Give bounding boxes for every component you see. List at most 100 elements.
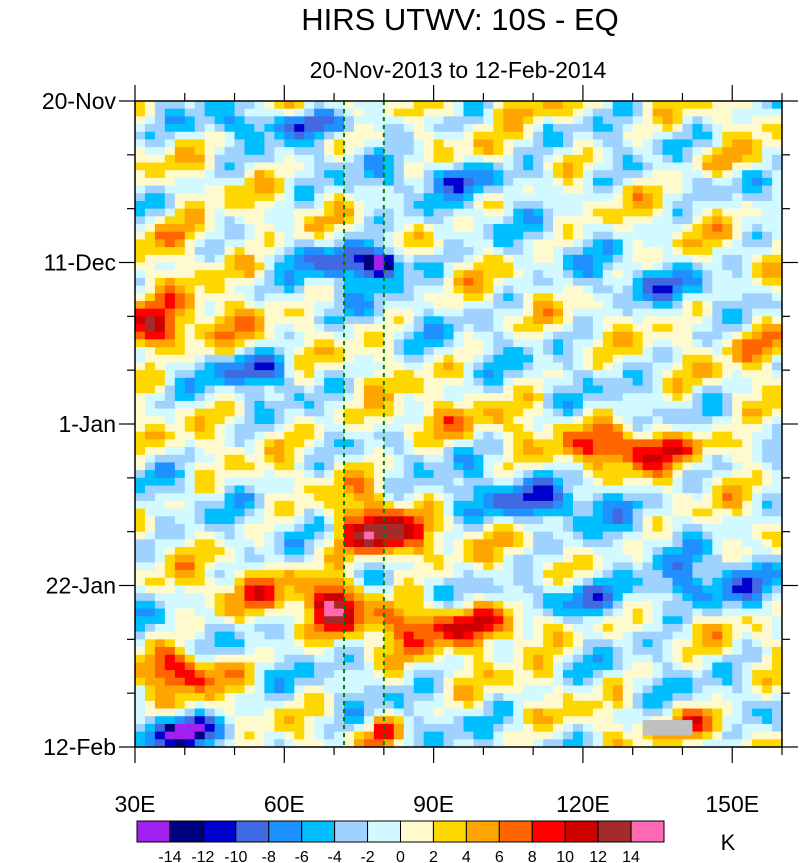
heatmap-cell xyxy=(702,254,713,264)
heatmap-cell xyxy=(602,139,614,148)
heatmap-cell xyxy=(473,508,484,517)
heatmap-cell xyxy=(652,177,664,187)
heatmap-cell xyxy=(304,685,315,694)
heatmap-cell xyxy=(224,462,236,471)
heatmap-cell xyxy=(403,554,415,564)
heatmap-cell xyxy=(473,677,484,687)
heatmap-cell xyxy=(184,562,196,571)
heatmap-cell xyxy=(403,300,415,310)
heatmap-cell xyxy=(772,185,783,194)
heatmap-cell xyxy=(413,539,425,548)
heatmap-cell xyxy=(344,600,355,610)
heatmap-cell xyxy=(264,623,275,633)
heatmap-cell xyxy=(682,177,694,187)
heatmap-cell xyxy=(762,139,773,148)
heatmap-cell xyxy=(662,262,674,271)
heatmap-cell xyxy=(184,685,196,694)
heatmap-cell xyxy=(423,662,435,671)
heatmap-cell xyxy=(592,324,604,333)
heatmap-cell xyxy=(772,308,783,317)
heatmap-cell xyxy=(632,547,644,556)
heatmap-cell xyxy=(672,393,684,402)
heatmap-cell xyxy=(383,462,395,471)
heatmap-cell xyxy=(413,300,425,310)
heatmap-cell xyxy=(642,593,654,602)
heatmap-cell xyxy=(304,101,315,110)
heatmap-cell xyxy=(344,216,355,225)
heatmap-cell xyxy=(314,362,325,371)
heatmap-cell xyxy=(403,131,415,141)
heatmap-cell xyxy=(692,385,703,394)
heatmap-cell xyxy=(373,193,385,202)
heatmap-cell xyxy=(642,308,654,317)
heatmap-cell xyxy=(363,424,375,433)
heatmap-cell xyxy=(154,400,166,410)
heatmap-cell xyxy=(314,623,325,633)
heatmap-cell xyxy=(204,639,216,648)
heatmap-cell xyxy=(473,193,484,202)
heatmap-cell xyxy=(752,293,763,302)
heatmap-cell xyxy=(184,101,196,110)
heatmap-cell xyxy=(433,385,445,394)
heatmap-cell xyxy=(503,247,514,256)
heatmap-cell xyxy=(294,131,305,141)
heatmap-cell xyxy=(752,447,763,456)
heatmap-cell xyxy=(304,562,315,571)
heatmap-cell xyxy=(324,185,335,194)
heatmap-cell xyxy=(284,193,295,202)
heatmap-cell xyxy=(304,539,315,548)
heatmap-cell xyxy=(294,662,305,671)
heatmap-cell xyxy=(324,293,335,302)
heatmap-cell xyxy=(144,208,156,217)
heatmap-cell xyxy=(204,101,216,110)
heatmap-cell xyxy=(742,454,753,464)
heatmap-cell xyxy=(712,308,723,317)
heatmap-cell xyxy=(722,170,733,179)
heatmap-cell xyxy=(722,131,733,141)
heatmap-cell xyxy=(393,639,405,648)
heatmap-cell xyxy=(772,385,783,394)
heatmap-cell xyxy=(264,385,275,394)
heatmap-cell xyxy=(433,400,445,410)
heatmap-cell xyxy=(572,393,584,402)
heatmap-cell xyxy=(662,285,674,294)
heatmap-cell xyxy=(672,539,684,548)
heatmap-cell xyxy=(274,277,285,287)
heatmap-cell xyxy=(144,493,156,502)
heatmap-cell xyxy=(553,577,564,587)
heatmap-cell xyxy=(592,570,604,579)
heatmap-cell xyxy=(254,370,265,379)
heatmap-cell xyxy=(503,593,514,602)
heatmap-cell xyxy=(274,147,285,156)
heatmap-cell xyxy=(722,101,733,110)
heatmap-cell xyxy=(324,101,335,110)
heatmap-cell xyxy=(363,647,375,656)
heatmap-cell xyxy=(543,316,554,325)
heatmap-cell xyxy=(712,577,723,587)
heatmap-cell xyxy=(513,447,524,456)
heatmap-cell xyxy=(582,454,594,464)
heatmap-cell xyxy=(433,493,445,502)
heatmap-cell xyxy=(662,470,674,479)
heatmap-cell xyxy=(334,431,345,440)
heatmap-cell xyxy=(652,154,664,164)
heatmap-cell xyxy=(363,131,375,141)
heatmap-cell xyxy=(164,331,176,340)
heatmap-cell xyxy=(732,147,743,156)
heatmap-cell xyxy=(642,231,654,241)
heatmap-cell xyxy=(304,570,315,579)
heatmap-cell xyxy=(403,585,415,594)
heatmap-cell xyxy=(244,385,256,394)
heatmap-cell xyxy=(373,462,385,471)
heatmap-cell xyxy=(135,500,146,510)
heatmap-cell xyxy=(513,593,524,602)
heatmap-cell xyxy=(353,254,365,264)
heatmap-cell xyxy=(513,477,524,487)
heatmap-cell xyxy=(264,462,275,471)
heatmap-cell xyxy=(284,154,295,164)
heatmap-cell xyxy=(144,639,156,648)
heatmap-cell xyxy=(493,631,504,640)
heatmap-cell xyxy=(284,547,295,556)
heatmap-cell xyxy=(712,377,723,387)
heatmap-cell xyxy=(324,308,335,317)
